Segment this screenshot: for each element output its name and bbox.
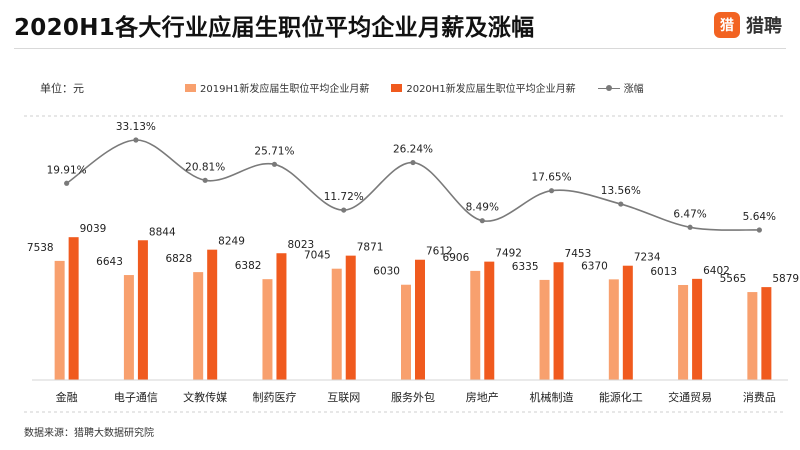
value-label-2020-3: 8023 — [287, 239, 314, 251]
chart-legend: 2019H1新发应届生职位平均企业月薪 2020H1新发应届生职位平均企业月薪 … — [185, 80, 666, 95]
bar-2020-4 — [345, 255, 356, 380]
bar-2019-7 — [539, 279, 550, 380]
growth-point-0 — [64, 180, 70, 186]
data-source-note: 数据来源：猎聘大数据研究院 — [24, 428, 154, 439]
growth-line — [66, 139, 760, 231]
legend-item-2020: 2020H1新发应届生职位平均企业月薪 — [391, 80, 576, 95]
value-label-2020-1: 8844 — [149, 226, 176, 238]
growth-label-1: 33.13% — [116, 121, 156, 133]
growth-label-9: 6.47% — [673, 208, 706, 220]
value-label-2020-0: 9039 — [80, 223, 107, 235]
growth-label-2: 20.81% — [185, 161, 225, 173]
category-label-9: 交通贸易 — [668, 390, 712, 404]
legend-label-2020: 2020H1新发应届生职位平均企业月薪 — [406, 84, 576, 95]
growth-point-3 — [271, 161, 278, 167]
growth-point-10 — [756, 227, 762, 233]
legend-label-2019: 2019H1新发应届生职位平均企业月薪 — [200, 84, 370, 95]
bar-2020-10 — [761, 287, 772, 380]
bar-2020-9 — [692, 278, 703, 380]
value-label-2020-5: 7612 — [426, 246, 453, 258]
growth-point-9 — [687, 224, 693, 230]
growth-label-4: 11.72% — [324, 191, 364, 203]
value-label-2019-8: 6370 — [581, 260, 608, 272]
legend-swatch-2019 — [185, 83, 196, 92]
category-label-3: 制药医疗 — [252, 390, 296, 404]
growth-point-8 — [618, 201, 624, 207]
bar-2019-10 — [747, 292, 758, 380]
value-label-2019-10: 5565 — [720, 273, 747, 285]
growth-label-10: 5.64% — [743, 211, 776, 223]
value-label-2019-9: 6013 — [650, 266, 677, 278]
value-label-2019-1: 6643 — [96, 256, 123, 268]
growth-label-7: 17.65% — [532, 172, 572, 184]
category-label-2: 文教传媒 — [183, 390, 227, 404]
value-label-2020-2: 8249 — [218, 236, 245, 248]
bar-2019-4 — [331, 268, 342, 380]
legend-swatch-2020 — [391, 83, 403, 92]
bar-2019-2 — [193, 272, 204, 380]
growth-label-3: 25.71% — [254, 145, 294, 157]
value-label-2020-10: 5879 — [772, 273, 799, 285]
growth-point-1 — [133, 137, 139, 143]
bar-2019-0 — [54, 260, 65, 380]
value-label-2020-8: 7234 — [634, 252, 661, 264]
value-label-2020-7: 7453 — [565, 248, 592, 260]
brand-icon: 猎 — [714, 12, 740, 38]
growth-point-6 — [479, 218, 485, 224]
category-label-4: 互联网 — [327, 391, 360, 404]
title-divider — [14, 48, 786, 49]
category-label-1: 电子通信 — [114, 391, 158, 404]
legend-label-growth: 涨幅 — [623, 84, 644, 95]
value-label-2019-5: 6030 — [373, 266, 400, 278]
bar-2020-7 — [553, 262, 564, 380]
growth-point-2 — [202, 177, 208, 183]
category-label-10: 消费品 — [743, 390, 776, 404]
legend-item-2019: 2019H1新发应届生职位平均企业月薪 — [185, 80, 369, 95]
bar-2020-1 — [137, 240, 148, 380]
bar-2020-0 — [68, 237, 79, 380]
value-label-2019-0: 7538 — [27, 242, 54, 254]
legend-item-growth: 涨幅 — [597, 80, 644, 95]
bar-2019-9 — [678, 284, 689, 380]
bar-2019-1 — [123, 275, 134, 380]
brand-logo: 猎 猎聘 — [714, 12, 782, 38]
category-label-0: 金融 — [56, 390, 78, 404]
category-label-8: 能源化工 — [599, 390, 643, 404]
value-label-2019-4: 7045 — [304, 250, 331, 262]
value-label-2019-6: 6906 — [443, 252, 470, 264]
value-label-2019-3: 6382 — [235, 260, 262, 272]
category-label-7: 机械制造 — [530, 390, 574, 404]
value-label-2020-6: 7492 — [495, 248, 522, 260]
growth-point-5 — [410, 159, 416, 166]
bar-2020-2 — [207, 249, 218, 380]
bar-2019-5 — [401, 284, 411, 380]
growth-label-8: 13.56% — [601, 185, 641, 197]
value-label-2019-7: 6335 — [512, 261, 539, 273]
chart-title: 2020H1各大行业应届生职位平均企业月薪及涨幅 — [14, 15, 535, 41]
growth-point-4 — [341, 207, 347, 213]
bar-2020-3 — [276, 253, 287, 380]
growth-label-6: 8.49% — [466, 202, 499, 214]
bar-2019-3 — [262, 279, 273, 380]
growth-label-5: 26.24% — [393, 144, 433, 156]
brand-name: 猎聘 — [746, 16, 782, 37]
category-label-5: 服务外包 — [391, 391, 435, 404]
bar-2020-8 — [622, 265, 633, 380]
value-label-2020-9: 6402 — [703, 265, 730, 277]
bar-2020-6 — [484, 261, 495, 380]
value-label-2020-4: 7871 — [357, 242, 384, 254]
category-label-6: 房地产 — [466, 390, 499, 404]
value-label-2019-2: 6828 — [165, 253, 192, 265]
growth-point-7 — [548, 188, 555, 194]
bar-2020-5 — [415, 259, 425, 380]
unit-label: 单位：元 — [40, 82, 84, 95]
bar-2019-8 — [608, 279, 619, 380]
legend-swatch-growth — [597, 84, 620, 92]
growth-label-0: 19.91% — [47, 164, 87, 176]
bar-2019-6 — [470, 270, 481, 380]
